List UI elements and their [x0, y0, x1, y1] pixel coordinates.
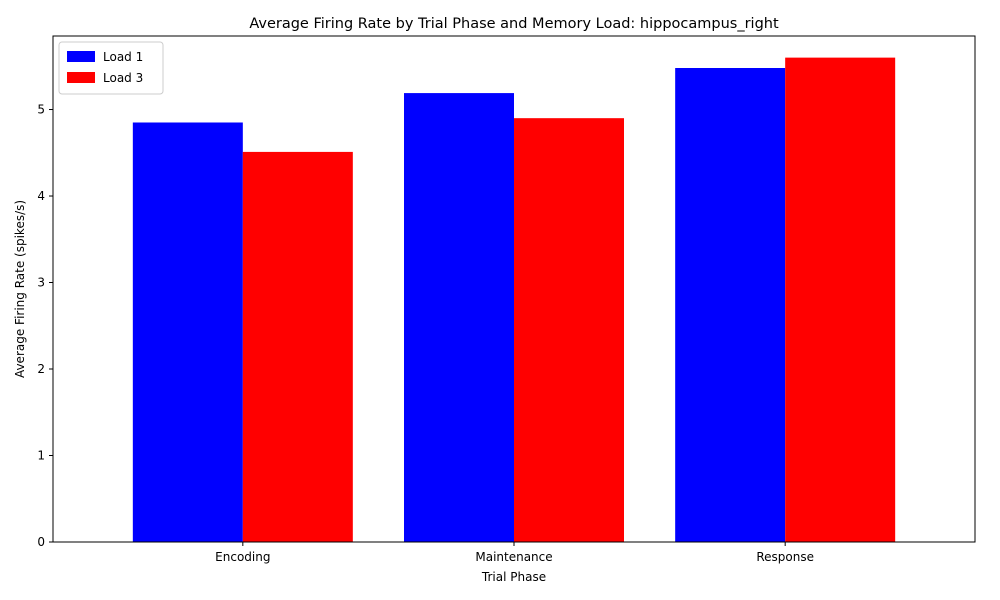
y-tick-label: 2 — [37, 362, 45, 376]
y-tick-label: 0 — [37, 535, 45, 549]
chart-title: Average Firing Rate by Trial Phase and M… — [249, 16, 779, 32]
y-tick-label: 4 — [37, 189, 45, 203]
bars-layer — [132, 57, 896, 543]
y-axis-label: Average Firing Rate (spikes/s) — [13, 200, 27, 378]
x-tick-label: Encoding — [215, 550, 270, 564]
bar-load-3-maintenance — [514, 118, 624, 543]
x-axis-label: Trial Phase — [481, 570, 546, 584]
legend-swatch — [67, 51, 95, 62]
y-tick-label: 3 — [37, 276, 45, 290]
bar-load-1-response — [675, 68, 786, 542]
y-axis-ticks: 0 1 2 3 4 5 — [37, 103, 53, 549]
y-tick-label: 5 — [37, 103, 45, 117]
y-tick-label: 1 — [37, 449, 45, 463]
bar-load-3-encoding — [242, 151, 353, 542]
x-tick-label: Response — [756, 550, 814, 564]
legend-items: Load 1 Load 3 — [67, 50, 143, 85]
legend-swatch — [67, 72, 95, 83]
legend: Load 1 Load 3 — [58, 41, 164, 95]
x-tick-label: Maintenance — [475, 550, 552, 564]
bar-load-3-response — [785, 57, 896, 542]
legend-label: Load 1 — [103, 50, 143, 64]
legend-label: Load 3 — [103, 71, 143, 85]
bar-load-1-encoding — [132, 122, 243, 542]
bar-load-1-maintenance — [404, 93, 514, 542]
x-axis-ticks: Encoding Maintenance Response — [215, 542, 814, 564]
